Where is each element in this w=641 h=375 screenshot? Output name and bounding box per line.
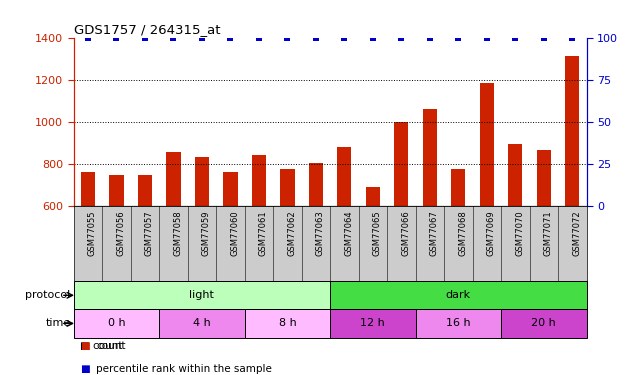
Text: ■: ■ [80, 364, 90, 374]
Bar [110, 175, 124, 206]
Point [282, 34, 292, 40]
Text: GDS1757 / 264315_at: GDS1757 / 264315_at [74, 23, 221, 36]
Point [396, 34, 406, 40]
Bar [422, 109, 437, 206]
Point [538, 34, 549, 40]
Text: time: time [46, 318, 71, 328]
Text: GSM77056: GSM77056 [117, 210, 126, 256]
Bar [565, 57, 579, 206]
Bar [223, 172, 238, 206]
Text: GSM77060: GSM77060 [230, 210, 239, 256]
Text: GSM77063: GSM77063 [316, 210, 325, 256]
Text: GSM77068: GSM77068 [458, 210, 467, 256]
Text: GSM77070: GSM77070 [515, 210, 524, 256]
Point [254, 34, 264, 40]
Bar [537, 150, 551, 206]
Bar [166, 153, 181, 206]
Bar [280, 170, 294, 206]
Point [425, 34, 435, 40]
Bar [366, 187, 380, 206]
Text: GSM77062: GSM77062 [287, 210, 296, 256]
Bar [252, 154, 266, 206]
Bar [479, 83, 494, 206]
Text: ■: ■ [80, 341, 90, 351]
Point [567, 34, 578, 40]
Text: GSM77064: GSM77064 [344, 210, 353, 256]
Text: 0 h: 0 h [108, 318, 125, 328]
Text: GSM77071: GSM77071 [544, 210, 553, 256]
Point [197, 34, 207, 40]
Text: percentile rank within the sample: percentile rank within the sample [96, 364, 272, 374]
Text: GSM77067: GSM77067 [430, 210, 439, 256]
Text: 8 h: 8 h [278, 318, 296, 328]
Point [225, 34, 235, 40]
Text: ■ count: ■ count [80, 341, 122, 351]
Text: protocol: protocol [25, 290, 71, 300]
Text: GSM77072: GSM77072 [572, 210, 581, 256]
Bar [394, 122, 408, 206]
Point [453, 34, 463, 40]
Point [339, 34, 349, 40]
Text: dark: dark [445, 290, 471, 300]
Text: GSM77057: GSM77057 [145, 210, 154, 256]
Point [311, 34, 321, 40]
Bar [508, 144, 522, 206]
Bar [309, 163, 323, 206]
Point [140, 34, 150, 40]
Text: GSM77059: GSM77059 [202, 210, 211, 255]
Point [169, 34, 179, 40]
Text: GSM77069: GSM77069 [487, 210, 495, 256]
Text: 20 h: 20 h [531, 318, 556, 328]
Bar [195, 157, 209, 206]
Text: count: count [96, 341, 126, 351]
Point [112, 34, 122, 40]
Point [481, 34, 492, 40]
Text: GSM77061: GSM77061 [259, 210, 268, 256]
Text: 4 h: 4 h [193, 318, 211, 328]
Bar [138, 175, 152, 206]
Text: GSM77065: GSM77065 [373, 210, 382, 256]
Text: GSM77058: GSM77058 [174, 210, 183, 256]
Text: 16 h: 16 h [446, 318, 470, 328]
Bar [337, 147, 351, 206]
Point [510, 34, 520, 40]
Point [368, 34, 378, 40]
Text: GSM77055: GSM77055 [88, 210, 97, 255]
Text: GSM77066: GSM77066 [401, 210, 410, 256]
Bar [81, 172, 95, 206]
Text: light: light [190, 290, 214, 300]
Bar [451, 169, 465, 206]
Text: 12 h: 12 h [360, 318, 385, 328]
Point [83, 34, 93, 40]
